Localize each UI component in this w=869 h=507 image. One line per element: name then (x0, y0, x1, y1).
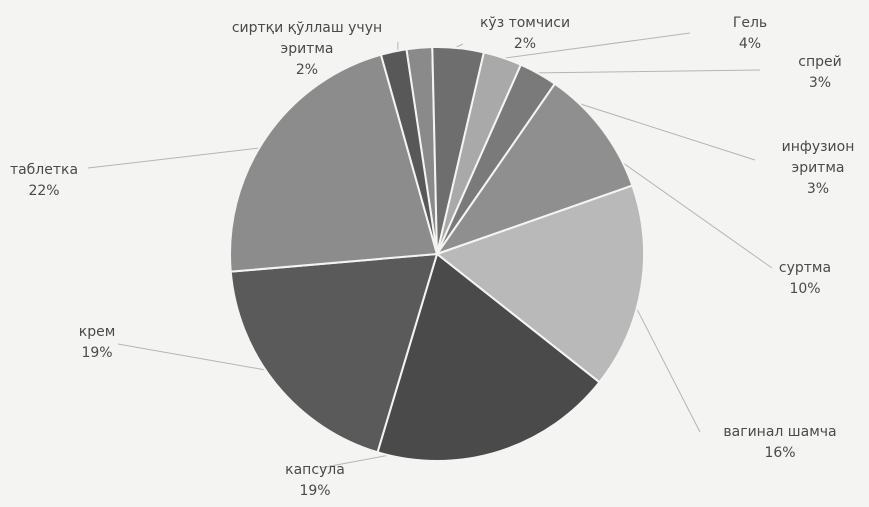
leader-line (497, 69, 761, 74)
pie-slice (434, 82, 634, 256)
slice-label-percent: 16% (764, 445, 796, 461)
slice-label-name: сиртқи қўллаш учун эритма (231, 20, 383, 57)
slice-label-name: Гель (732, 15, 768, 31)
slice-label-name: капсула (285, 462, 345, 478)
slice-label: таблетка 22% (4, 160, 84, 202)
slice-label-percent: 2% (295, 62, 319, 78)
slice-label: Гель 4% (720, 13, 780, 55)
slice-label-percent: 2% (513, 36, 537, 52)
leader-line (117, 343, 290, 375)
slice-label-percent: 19% (81, 345, 113, 361)
slice-label: капсула 19% (270, 460, 360, 502)
pie-slice (379, 48, 438, 255)
slice-label-percent: 22% (28, 183, 60, 199)
pie-slice (229, 252, 439, 454)
slice-label: инфузион эритма 3% (768, 137, 868, 200)
slice-label: суртма 10% (770, 258, 840, 300)
slice-label-name: таблетка (9, 162, 79, 178)
slice-label-name: инфузион эритма (781, 139, 855, 176)
slice-label: кўз томчиси 2% (470, 13, 580, 55)
pie-slices (229, 46, 646, 462)
slice-label: вагинал шамча 16% (700, 422, 860, 464)
slice-label-name: суртма (778, 260, 832, 276)
slice-label-percent: 4% (738, 36, 762, 52)
pie-slice (434, 184, 646, 384)
slice-label: спрей 3% (790, 52, 850, 94)
slice-label-name: кўз томчиси (479, 15, 571, 31)
slice-label-percent: 3% (806, 181, 830, 197)
pie-slice (229, 53, 439, 273)
slice-label-name: вагинал шамча (723, 424, 837, 440)
slice-label-percent: 3% (808, 75, 832, 91)
slice-label-name: спрей (798, 54, 842, 70)
pie-slice (376, 252, 601, 462)
slice-label-percent: 19% (299, 483, 331, 499)
slice-label-percent: 10% (789, 281, 821, 297)
leader-line (87, 145, 281, 169)
slice-label-name: крем (78, 324, 116, 340)
slice-label: крем 19% (62, 322, 132, 364)
slice-label: сиртқи қўллаш учун эритма 2% (218, 18, 396, 81)
